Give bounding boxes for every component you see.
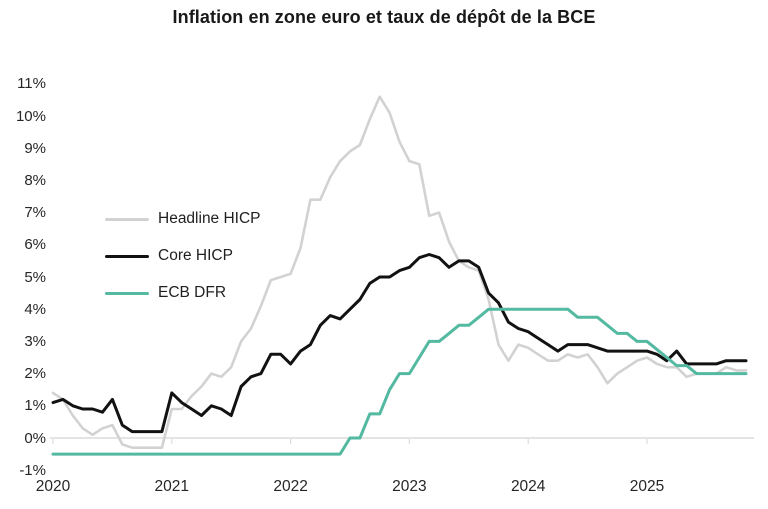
y-axis-label: 10% [15, 107, 46, 125]
legend: Headline HICP Core HICP ECB DFR [105, 207, 261, 318]
core-hicp-line [51, 253, 748, 434]
x-axis-label: 2023 [392, 478, 427, 495]
legend-swatch-headline-hicp [105, 217, 149, 221]
headline-hicp-line [51, 95, 748, 450]
y-axis-label: 8% [24, 171, 46, 189]
x-axis-label: 2022 [273, 478, 308, 495]
legend-item-headline-hicp: Headline HICP [105, 207, 261, 231]
legend-label-core-hicp: Core HICP [158, 247, 233, 264]
x-axis-label: 2024 [510, 478, 546, 495]
chart-title: Inflation en zone euro et taux de dépôt … [172, 7, 596, 27]
legend-label-ecb-dfr: ECB DFR [158, 284, 227, 301]
x-axis-label: 2025 [629, 478, 665, 495]
y-axis-label: 11% [17, 75, 46, 93]
y-axis-label: 5% [24, 268, 46, 286]
y-axis-label: 3% [24, 332, 46, 350]
legend-swatch-ecb-dfr [105, 291, 149, 295]
y-axis-label: 7% [24, 204, 46, 222]
y-axis-label: 6% [24, 236, 46, 254]
x-axis-label: 2021 [154, 478, 190, 495]
y-axis-label: 0% [24, 429, 46, 447]
y-axis-label: 9% [24, 139, 46, 157]
y-axis-label: -1% [19, 461, 46, 479]
legend-label-headline-hicp: Headline HICP [158, 210, 261, 227]
ecb-dfr-line [51, 307, 748, 456]
legend-item-ecb-dfr: ECB DFR [105, 281, 261, 305]
y-axis-label: 2% [24, 365, 46, 383]
legend-swatch-core-hicp [105, 254, 149, 258]
legend-item-core-hicp: Core HICP [105, 244, 261, 268]
y-axis-label: 1% [24, 397, 46, 415]
x-axis-label: 2020 [35, 478, 71, 495]
y-axis-label: 4% [24, 300, 46, 318]
